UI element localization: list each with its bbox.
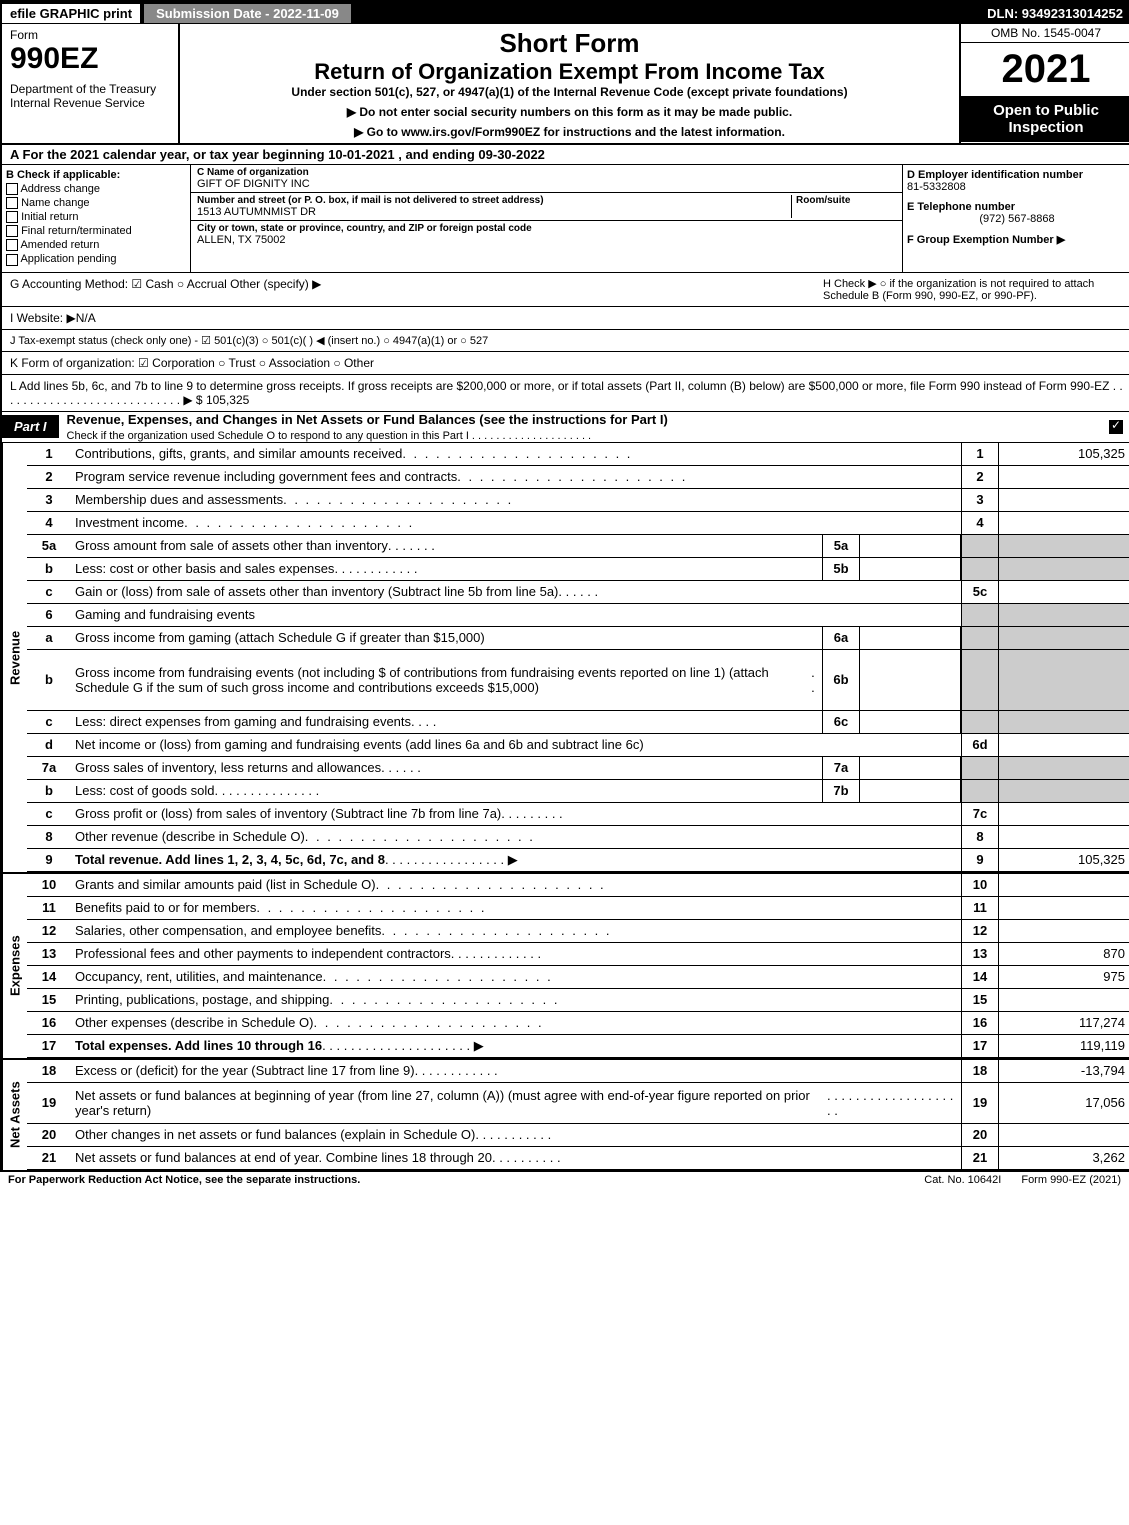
section-b-label: B Check if applicable: <box>6 169 186 181</box>
street-label: Number and street (or P. O. box, if mail… <box>197 195 791 206</box>
section-g-h: G Accounting Method: ☑ Cash ○ Accrual Ot… <box>2 273 1129 307</box>
goto-link[interactable]: ▶ Go to www.irs.gov/Form990EZ for instru… <box>184 125 955 139</box>
footer-mid: Cat. No. 10642I <box>904 1174 1021 1186</box>
dln: DLN: 93492313014252 <box>987 6 1129 21</box>
footer-right: Form 990-EZ (2021) <box>1021 1174 1121 1186</box>
short-form-title: Short Form <box>184 28 955 59</box>
revenue-label: Revenue <box>2 443 27 872</box>
header-left: Form 990EZ Department of the Treasury In… <box>2 24 180 143</box>
group-label: F Group Exemption Number ▶ <box>907 233 1127 246</box>
part-1-header: Part I Revenue, Expenses, and Changes in… <box>2 412 1129 443</box>
section-j: J Tax-exempt status (check only one) - ☑… <box>2 330 1129 352</box>
open-public: Open to Public Inspection <box>961 96 1129 142</box>
return-title: Return of Organization Exempt From Incom… <box>184 59 955 85</box>
section-d: D Employer identification number 81-5332… <box>903 165 1129 272</box>
room-label: Room/suite <box>796 195 896 206</box>
check-pending[interactable]: Application pending <box>6 253 186 265</box>
city-label: City or town, state or province, country… <box>197 223 896 234</box>
check-final[interactable]: Final return/terminated <box>6 225 186 237</box>
info-grid: B Check if applicable: Address change Na… <box>2 165 1129 273</box>
revenue-section: Revenue 1Contributions, gifts, grants, a… <box>2 443 1129 872</box>
net-assets-label: Net Assets <box>2 1060 27 1170</box>
expenses-label: Expenses <box>2 874 27 1058</box>
part-1-checkbox[interactable] <box>1109 419 1129 435</box>
part-1-label: Part I <box>2 415 59 438</box>
footer-left: For Paperwork Reduction Act Notice, see … <box>8 1174 904 1186</box>
dept-label: Department of the Treasury Internal Reve… <box>10 82 170 110</box>
section-b: B Check if applicable: Address change Na… <box>2 165 191 272</box>
check-address[interactable]: Address change <box>6 183 186 195</box>
section-c: C Name of organization GIFT OF DIGNITY I… <box>191 165 903 272</box>
ein-label: D Employer identification number <box>907 169 1127 181</box>
ein: 81-5332808 <box>907 181 1127 193</box>
tax-year: 2021 <box>961 43 1129 96</box>
section-h: H Check ▶ ○ if the organization is not r… <box>823 277 1123 302</box>
no-ssn: ▶ Do not enter social security numbers o… <box>184 105 955 119</box>
form-label: Form <box>10 28 170 42</box>
section-i: I Website: ▶N/A <box>2 307 1129 330</box>
part-1-title: Revenue, Expenses, and Changes in Net As… <box>59 412 1109 442</box>
city: ALLEN, TX 75002 <box>197 234 896 246</box>
header-center: Short Form Return of Organization Exempt… <box>180 24 959 143</box>
check-initial[interactable]: Initial return <box>6 211 186 223</box>
street: 1513 AUTUMNMIST DR <box>197 206 791 218</box>
org-name-label: C Name of organization <box>197 167 896 178</box>
omb-number: OMB No. 1545-0047 <box>961 24 1129 43</box>
form-header: Form 990EZ Department of the Treasury In… <box>2 24 1129 145</box>
form-number: 990EZ <box>10 42 170 76</box>
efile-label: efile GRAPHIC print <box>2 4 140 23</box>
subtitle: Under section 501(c), 527, or 4947(a)(1)… <box>184 85 955 99</box>
section-k: K Form of organization: ☑ Corporation ○ … <box>2 352 1129 375</box>
footer: For Paperwork Reduction Act Notice, see … <box>0 1172 1129 1188</box>
net-assets-section: Net Assets 18Excess or (deficit) for the… <box>2 1058 1129 1170</box>
check-name[interactable]: Name change <box>6 197 186 209</box>
phone: (972) 567-8868 <box>907 213 1127 225</box>
section-g: G Accounting Method: ☑ Cash ○ Accrual Ot… <box>10 277 823 302</box>
expenses-section: Expenses 10Grants and similar amounts pa… <box>2 872 1129 1058</box>
org-name: GIFT OF DIGNITY INC <box>197 178 896 190</box>
section-l: L Add lines 5b, 6c, and 7b to line 9 to … <box>2 375 1129 412</box>
section-a: A For the 2021 calendar year, or tax yea… <box>2 145 1129 165</box>
phone-label: E Telephone number <box>907 201 1127 213</box>
header-right: OMB No. 1545-0047 2021 Open to Public In… <box>959 24 1129 143</box>
check-amended[interactable]: Amended return <box>6 239 186 251</box>
submission-date: Submission Date - 2022-11-09 <box>144 4 351 23</box>
top-bar: efile GRAPHIC print Submission Date - 20… <box>2 2 1129 24</box>
